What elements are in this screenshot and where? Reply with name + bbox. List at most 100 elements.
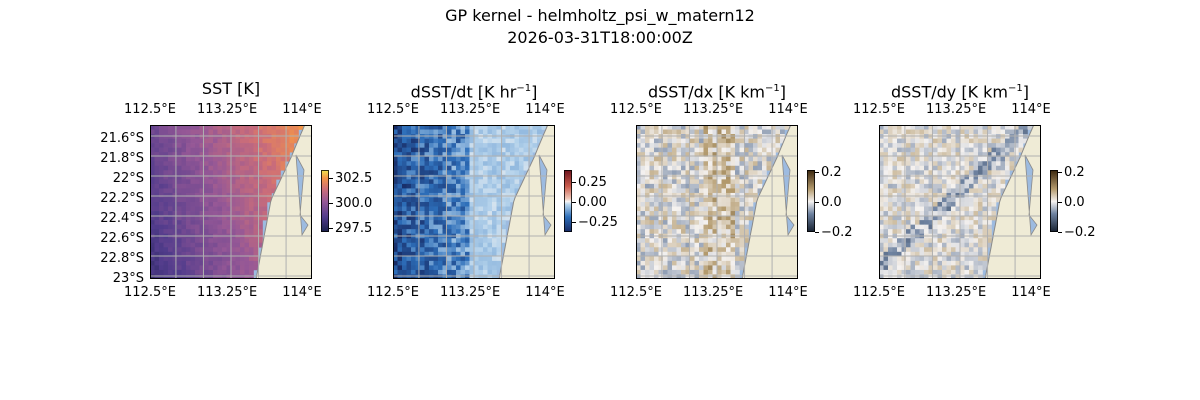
heatmap-cell [159, 165, 164, 171]
heatmap-cell [231, 125, 236, 130]
heatmap-cell [393, 179, 398, 185]
heatmap-cell [469, 174, 475, 180]
heatmap-cell [897, 215, 902, 221]
heatmap-cell [469, 197, 475, 203]
heatmap-cell [154, 202, 160, 207]
heatmap-cell [451, 265, 457, 271]
heatmap-cell [685, 125, 691, 130]
heatmap-cell [888, 251, 893, 257]
heatmap-cell [226, 143, 232, 148]
heatmap-cell [487, 256, 493, 262]
heatmap-cell [433, 165, 439, 171]
heatmap-cell [933, 274, 938, 279]
heatmap-cell [505, 174, 511, 180]
heatmap-cell [973, 125, 979, 130]
heatmap-cell [730, 183, 736, 189]
heatmap-cell [735, 251, 740, 257]
heatmap-cell [276, 170, 281, 176]
heatmap-cell [420, 143, 425, 148]
heatmap-cell [222, 192, 227, 198]
heatmap-cell [667, 188, 673, 194]
colorbar-segment [321, 178, 329, 180]
heatmap-cell [415, 125, 421, 130]
heatmap-cell [402, 156, 407, 162]
heatmap-cell [514, 138, 520, 144]
heatmap-cell [433, 179, 439, 185]
colorbar-segment [321, 228, 329, 230]
heatmap-cell [973, 251, 979, 257]
heatmap-cell [658, 129, 664, 135]
heatmap-cell [487, 143, 493, 148]
heatmap-cell [676, 143, 682, 148]
heatmap-cell [474, 256, 479, 262]
heatmap-cell [636, 161, 641, 167]
heatmap-cell [456, 260, 461, 266]
heatmap-cell [469, 179, 475, 185]
heatmap-cell [442, 247, 448, 253]
heatmap-cell [739, 161, 745, 167]
heatmap-cell [991, 143, 997, 148]
heatmap-cell [726, 170, 731, 176]
colorbar-segment [1050, 228, 1058, 230]
heatmap-cell [964, 179, 970, 185]
heatmap-cell [460, 170, 466, 176]
heatmap-cell [654, 256, 659, 262]
heatmap-cell [654, 174, 659, 180]
heatmap-cell [519, 147, 524, 153]
colorbar-segment [564, 197, 572, 199]
heatmap-cell [271, 156, 277, 162]
heatmap-cell [964, 274, 970, 279]
heatmap-cell [924, 174, 929, 180]
heatmap-cell [690, 215, 695, 221]
heatmap-cell [960, 202, 965, 207]
colorbar-segment [807, 176, 815, 178]
heatmap-cell [159, 242, 164, 248]
heatmap-cell [964, 152, 970, 158]
heatmap-cell [442, 238, 448, 244]
heatmap-cell [654, 183, 659, 189]
colorbar-segment [564, 205, 572, 207]
heatmap-cell [915, 251, 920, 257]
heatmap-cell [523, 161, 529, 167]
heatmap-cell [213, 247, 218, 253]
heatmap-cell [919, 260, 925, 266]
heatmap-cell [159, 269, 164, 275]
heatmap-cell [987, 197, 992, 203]
heatmap-cell [492, 224, 497, 230]
heatmap-cell [712, 220, 718, 225]
panel-title-text: dSST/dy [K km [890, 82, 1008, 102]
heatmap-cell [654, 147, 659, 153]
heatmap-cell [730, 251, 736, 257]
heatmap-cell [937, 197, 943, 203]
heatmap-cell [946, 251, 952, 257]
heatmap-cell [163, 247, 169, 253]
heatmap-cell [190, 138, 196, 144]
heatmap-cell [244, 229, 250, 235]
heatmap-cell [987, 188, 992, 194]
colorbar-tick-mark [329, 228, 333, 229]
heatmap-cell [888, 260, 893, 266]
heatmap-cell [906, 197, 911, 203]
colorbar-segment [807, 189, 815, 191]
heatmap-cell [690, 260, 695, 266]
heatmap-cell [739, 138, 745, 144]
lon-tick-label: 114°E [768, 285, 808, 300]
heatmap-cell [150, 247, 155, 253]
colorbar-segment [564, 189, 572, 191]
heatmap-cell [465, 152, 470, 158]
heatmap-cell [685, 147, 691, 153]
heatmap-cell [964, 183, 970, 189]
heatmap-cell [478, 197, 484, 203]
heatmap-cell [429, 220, 434, 225]
colorbar-segment [564, 229, 572, 231]
heatmap-cell [186, 251, 191, 257]
heatmap-cell [186, 211, 191, 216]
heatmap-cell [879, 174, 884, 180]
lon-tick-label: 113.25°E [440, 102, 501, 117]
heatmap-cell [946, 152, 952, 158]
heatmap-cell [496, 152, 502, 158]
heatmap-cell [496, 260, 502, 266]
colorbar-segment [321, 172, 329, 174]
heatmap-cell [1000, 152, 1006, 158]
heatmap-cell [523, 152, 529, 158]
